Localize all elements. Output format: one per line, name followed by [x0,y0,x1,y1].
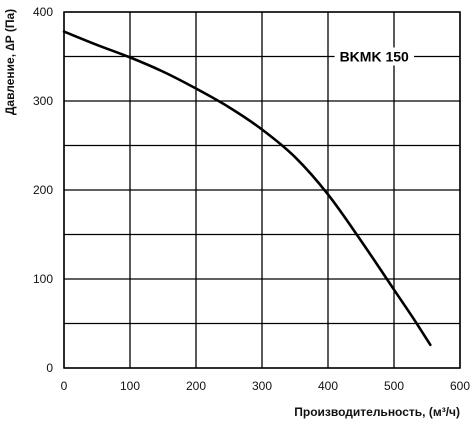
y-axis-title: Давление, ∆P (Па) [3,9,17,115]
x-tick-label: 200 [186,379,206,393]
series-label: BKMK 150 [340,49,409,65]
plot-frame [63,11,461,369]
y-tick-label: 100 [33,272,53,286]
grid-lines [63,11,461,369]
y-tick-label: 0 [46,361,53,375]
series-lines: BKMK 150 [62,30,432,347]
x-tick-label: 500 [384,379,404,393]
y-tick-label: 200 [33,183,53,197]
x-tick-label: 600 [450,379,470,393]
x-tick-label: 100 [120,379,140,393]
tick-labels: 0 100 200 300 400 500 600 0 100 200 300 400 [33,5,470,393]
series-label-background [334,47,415,66]
x-axis-title: Производительность, (м³/ч) [294,405,460,419]
series-line [62,30,432,347]
y-tick-label: 300 [33,94,53,108]
x-tick-label: 0 [61,379,68,393]
x-tick-label: 300 [252,379,272,393]
x-tick-label: 400 [318,379,338,393]
y-tick-label: 400 [33,5,53,19]
